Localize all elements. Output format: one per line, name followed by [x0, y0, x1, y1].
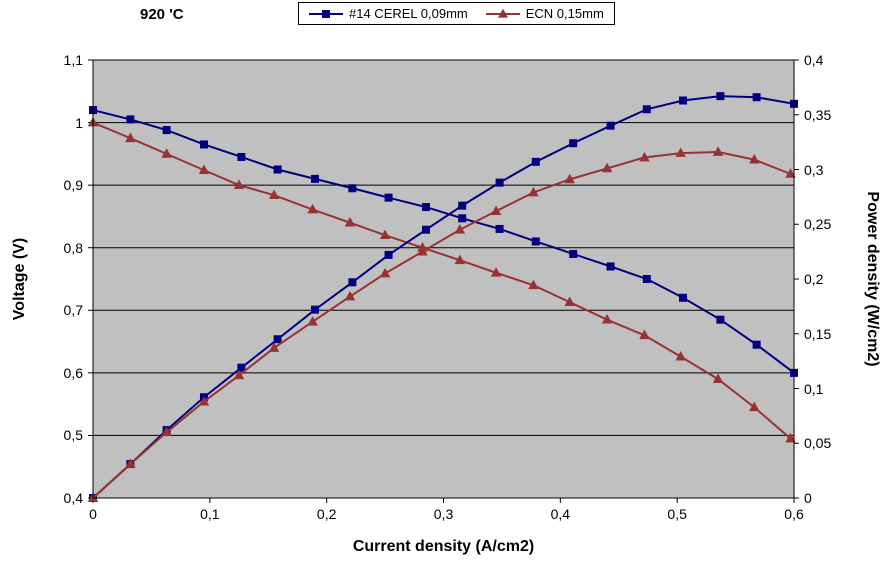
series-marker [349, 279, 356, 286]
series-marker [532, 238, 539, 245]
series-marker [643, 276, 650, 283]
axis-tick-label: 0,8 [64, 240, 83, 256]
axis-tick-label: 0 [89, 506, 97, 522]
series-marker [607, 122, 614, 129]
axis-tick-label: 0,1 [804, 381, 823, 397]
series-marker [753, 94, 760, 101]
y-axis-right-label: Power density (W/cm2) [863, 191, 881, 366]
axis-tick-label: 0,4 [551, 506, 570, 522]
legend-entry: ECN 0,15mm [486, 6, 604, 21]
series-marker [274, 336, 281, 343]
axis-tick-label: 0,6 [64, 365, 83, 381]
legend-swatch [309, 8, 343, 20]
axis-tick-label: 1 [75, 115, 83, 131]
axis-tick-label: 0,05 [804, 435, 831, 451]
axis-tick-label: 0,5 [667, 506, 686, 522]
series-marker [496, 225, 503, 232]
chart-title: 920 'C [140, 6, 184, 23]
series-marker [422, 204, 429, 211]
series-marker [459, 202, 466, 209]
axis-tick-label: 0,35 [804, 107, 831, 123]
series-marker [607, 263, 614, 270]
series-marker [643, 106, 650, 113]
series-marker [385, 251, 392, 258]
axis-tick-label: 0,4 [804, 52, 823, 68]
axis-tick-label: 0,2 [804, 271, 823, 287]
series-marker [422, 226, 429, 233]
series-marker [238, 153, 245, 160]
axis-tick-label: 0,25 [804, 216, 831, 232]
series-marker [717, 316, 724, 323]
x-axis-label: Current density (A/cm2) [353, 538, 534, 556]
series-marker [680, 294, 687, 301]
y-axis-left-label: Voltage (V) [11, 238, 29, 320]
chart-root: 920 'C #14 CEREL 0,09mm ECN 0,15mm Voltag… [0, 0, 894, 588]
series-marker [753, 341, 760, 348]
axis-tick-label: 0,4 [64, 490, 83, 506]
series-marker [349, 185, 356, 192]
series-marker [717, 93, 724, 100]
axis-tick-label: 0,6 [784, 506, 803, 522]
axis-tick-label: 0,2 [317, 506, 336, 522]
axis-tick-label: 0,3 [434, 506, 453, 522]
series-marker [459, 215, 466, 222]
series-marker [200, 141, 207, 148]
series-marker [570, 250, 577, 257]
series-marker [311, 175, 318, 182]
series-marker [532, 158, 539, 165]
legend: #14 CEREL 0,09mm ECN 0,15mm [298, 2, 615, 25]
axis-tick-label: 0,3 [804, 162, 823, 178]
legend-entry: #14 CEREL 0,09mm [309, 6, 468, 21]
axis-tick-label: 0,5 [64, 427, 83, 443]
series-marker [385, 194, 392, 201]
axis-tick-label: 1,1 [64, 52, 83, 68]
axis-tick-label: 0,9 [64, 177, 83, 193]
legend-swatch [486, 8, 520, 20]
series-marker [311, 306, 318, 313]
legend-label: #14 CEREL 0,09mm [349, 6, 468, 21]
series-marker [127, 116, 134, 123]
series-marker [496, 179, 503, 186]
series-marker [680, 97, 687, 104]
axis-tick-label: 0,1 [200, 506, 219, 522]
axis-tick-label: 0 [804, 490, 812, 506]
series-marker [163, 127, 170, 134]
legend-label: ECN 0,15mm [526, 6, 604, 21]
series-marker [570, 140, 577, 147]
axis-tick-label: 0,7 [64, 302, 83, 318]
axis-tick-label: 0,15 [804, 326, 831, 342]
series-marker [274, 166, 281, 173]
plot-area [93, 60, 794, 498]
